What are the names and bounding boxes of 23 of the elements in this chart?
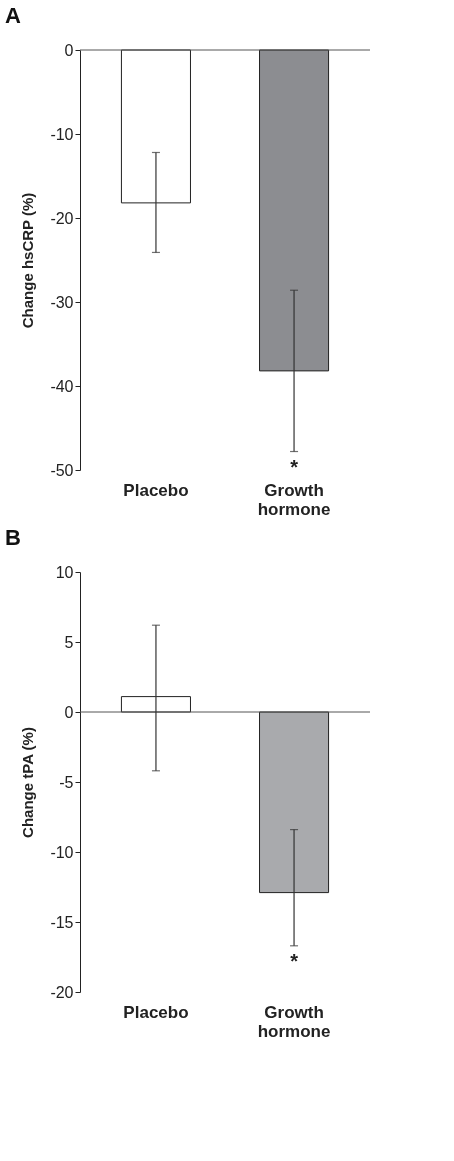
y-tick-label: -10 xyxy=(50,125,74,143)
y-tick-label: -40 xyxy=(50,377,74,395)
annotation: * xyxy=(290,949,299,972)
annotation: * xyxy=(290,455,299,478)
y-tick-label: -20 xyxy=(50,983,74,1001)
y-axis-title: Change tPA (%) xyxy=(19,727,37,838)
y-tick-label: 0 xyxy=(64,41,74,59)
x-tick-label: Placebo xyxy=(123,480,189,500)
x-tick-label: Placebo xyxy=(123,1002,189,1022)
y-tick-label: -15 xyxy=(50,913,74,931)
y-tick-label: -30 xyxy=(50,293,74,311)
chart-title: A xyxy=(5,3,21,28)
y-axis-title: Change hsCRP (%) xyxy=(19,192,37,329)
y-tick-label: -20 xyxy=(50,209,74,227)
y-tick-label: -5 xyxy=(59,773,74,791)
x-tick-label: Growth hormone xyxy=(257,480,331,519)
chart-title: B xyxy=(5,525,21,550)
x-tick-label: Growth hormone xyxy=(257,1002,331,1041)
y-tick-label: -10 xyxy=(50,843,74,861)
y-tick-label: -50 xyxy=(50,461,74,479)
y-tick-label: 10 xyxy=(55,563,74,581)
y-tick-label: 5 xyxy=(64,633,74,651)
y-tick-label: 0 xyxy=(64,703,74,721)
